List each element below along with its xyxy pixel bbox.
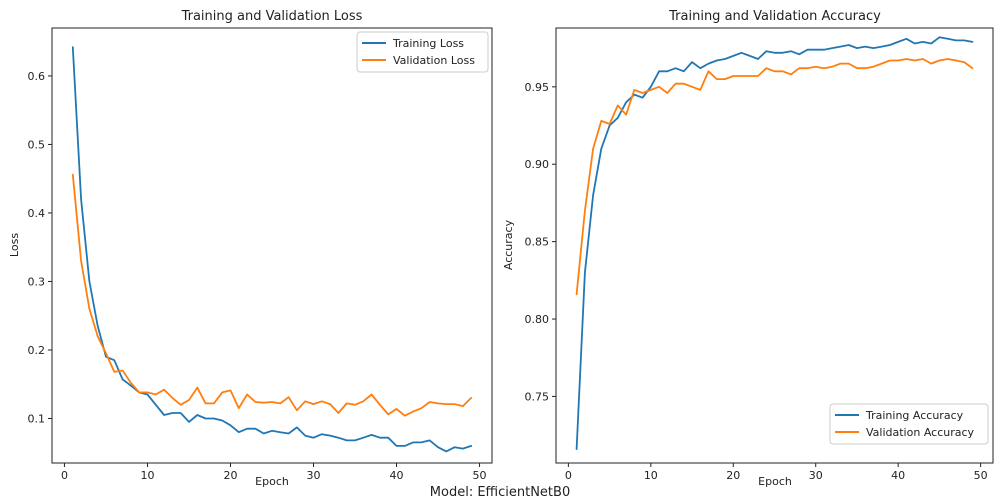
- loss-legend-label-training: Training Loss: [392, 37, 464, 50]
- loss-chart-frame: [51, 27, 493, 464]
- loss-ytick-label-5: 0.6: [28, 70, 46, 83]
- loss-chart-ylabel: Loss: [8, 233, 21, 257]
- accuracy-chart-title: Training and Validation Accuracy: [668, 9, 881, 24]
- accuracy-legend-label-validation: Validation Accuracy: [866, 426, 975, 439]
- loss-series-training-line: [71, 46, 473, 453]
- accuracy-xtick-label-2: 20: [726, 469, 740, 482]
- loss-ytick-label-2: 0.3: [28, 275, 46, 288]
- accuracy-chart-ylabel: Accuracy: [502, 219, 515, 270]
- loss-legend-label-validation: Validation Loss: [393, 54, 475, 67]
- accuracy-chart-ticks: 0 10 20 30 40 50 0.75 0.80 0.85 0.90 0.95: [525, 81, 988, 482]
- accuracy-ytick-label-0: 0.75: [525, 390, 550, 403]
- accuracy-ytick-label-1: 0.80: [525, 313, 550, 326]
- loss-chart-ticks: 0 10 20 30 40 50 0.1 0.2 0.3 0.4 0.5 0.6: [28, 70, 487, 482]
- loss-chart-xlabel: Epoch: [255, 475, 289, 488]
- accuracy-xtick-label-3: 30: [809, 469, 823, 482]
- accuracy-series-training-line: [575, 36, 974, 451]
- accuracy-xtick-label-1: 10: [644, 469, 658, 482]
- loss-chart: Training and Validation Loss Epoch Loss …: [8, 9, 493, 488]
- accuracy-chart-xlabel: Epoch: [758, 475, 792, 488]
- accuracy-chart-frame: [555, 27, 994, 464]
- loss-xtick-label-5: 50: [473, 469, 487, 482]
- loss-xtick-label-1: 10: [140, 469, 154, 482]
- loss-ytick-label-0: 0.1: [28, 412, 46, 425]
- accuracy-chart: Training and Validation Accuracy Epoch A…: [502, 9, 994, 488]
- accuracy-ytick-label-3: 0.90: [525, 158, 550, 171]
- loss-chart-legend: Training Loss Validation Loss: [356, 31, 489, 73]
- loss-ytick-label-4: 0.5: [28, 138, 46, 151]
- accuracy-xtick-label-0: 0: [565, 469, 572, 482]
- accuracy-xtick-label-4: 40: [891, 469, 905, 482]
- accuracy-series-validation-line: [575, 58, 974, 296]
- accuracy-ytick-label-4: 0.95: [525, 81, 550, 94]
- loss-xtick-label-3: 30: [307, 469, 321, 482]
- loss-xtick-label-2: 20: [223, 469, 237, 482]
- loss-ytick-label-1: 0.2: [28, 344, 46, 357]
- accuracy-chart-lines: [575, 36, 974, 451]
- loss-xtick-label-0: 0: [61, 469, 68, 482]
- loss-chart-lines: [71, 46, 473, 453]
- loss-series-validation-line: [71, 173, 473, 417]
- accuracy-legend-label-training: Training Accuracy: [865, 409, 964, 422]
- accuracy-xtick-label-5: 50: [974, 469, 988, 482]
- accuracy-ytick-label-2: 0.85: [525, 236, 550, 249]
- figure-suptitle: Model: EfficientNetB0: [430, 485, 570, 500]
- loss-ytick-label-3: 0.4: [28, 207, 46, 220]
- accuracy-chart-legend: Training Accuracy Validation Accuracy: [829, 403, 989, 445]
- accuracy-legend-box: [829, 403, 989, 445]
- loss-xtick-label-4: 40: [390, 469, 404, 482]
- loss-legend-box: [356, 31, 489, 73]
- loss-chart-title: Training and Validation Loss: [181, 9, 363, 24]
